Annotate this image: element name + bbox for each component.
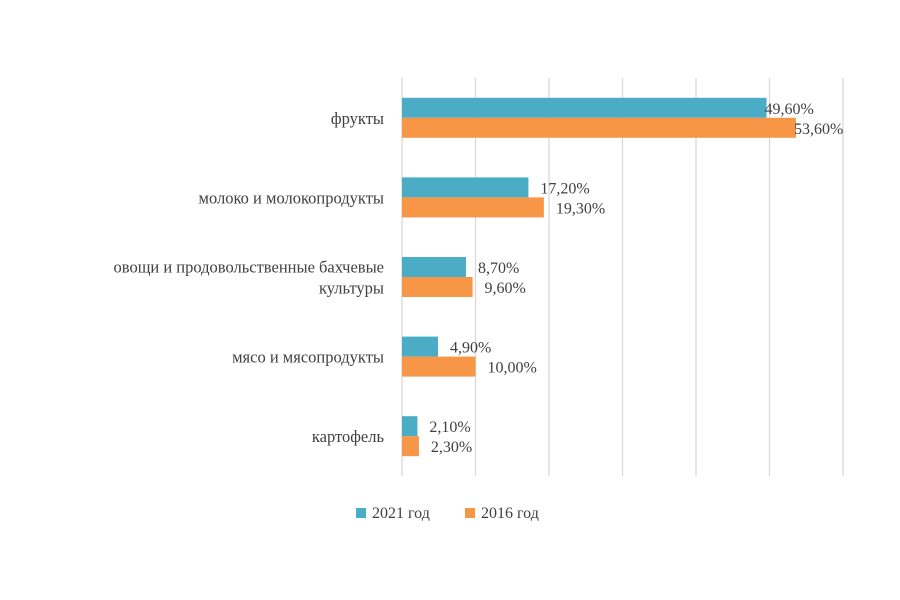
- data-label: 10,00%: [488, 360, 537, 377]
- bar-series-1: [402, 177, 529, 198]
- category-label: картофель: [312, 427, 385, 446]
- data-label: 2,10%: [429, 419, 470, 436]
- data-label: 17,20%: [540, 180, 589, 197]
- gridlines: [401, 78, 844, 476]
- bar-series-1: [402, 257, 466, 277]
- bars: [402, 97, 796, 457]
- category-labels: фрукты молоко и молокопродукты овощи и про…: [114, 109, 385, 446]
- data-label: 19,30%: [556, 200, 605, 217]
- bar-series-2: [402, 356, 476, 377]
- data-label: 9,60%: [485, 280, 526, 297]
- legend-label: 2021 год: [372, 505, 430, 522]
- data-label: 2,30%: [431, 439, 472, 456]
- data-label: 4,90%: [450, 340, 491, 357]
- bar-series-1: [402, 336, 439, 357]
- data-label: 53,60%: [794, 121, 843, 138]
- value-labels: 49,60% 53,60% 17,20% 19,30% 8,70% 9,60% 4,90% 1…: [429, 101, 843, 456]
- category-label: молоко и молокопродукты: [199, 188, 384, 207]
- category-label: фрукты: [331, 109, 384, 128]
- category-label: мясо и мясопродукты: [232, 348, 384, 367]
- legend-swatch: [356, 508, 366, 518]
- legend-label: 2016 год: [481, 505, 539, 522]
- data-label: 49,60%: [765, 101, 814, 118]
- bar-series-2: [402, 436, 419, 457]
- bar-series-2: [402, 197, 544, 218]
- legend: 2021 год 2016 год: [356, 505, 539, 522]
- bar-series-1: [402, 97, 767, 118]
- category-label: овощи и продовольственные бахчевые культу…: [114, 258, 384, 298]
- legend-swatch: [465, 508, 475, 518]
- data-label: 8,70%: [478, 260, 519, 277]
- bar-series-2: [402, 277, 473, 297]
- bar-series-1: [402, 416, 418, 437]
- bar-series-2: [402, 117, 796, 138]
